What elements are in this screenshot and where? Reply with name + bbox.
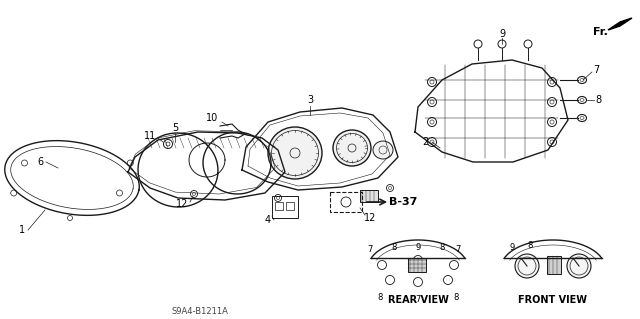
- Bar: [275, 202, 283, 210]
- Bar: [272, 196, 298, 218]
- Text: 9: 9: [509, 243, 515, 253]
- Bar: [547, 256, 561, 274]
- Bar: [360, 190, 378, 202]
- Text: 8: 8: [453, 293, 459, 301]
- Text: Fr.: Fr.: [593, 27, 607, 37]
- Text: 9: 9: [415, 243, 420, 253]
- Text: 8: 8: [527, 241, 532, 249]
- Text: 3: 3: [307, 95, 313, 105]
- Text: 10: 10: [206, 113, 218, 123]
- Text: 7: 7: [455, 246, 461, 255]
- Text: 8: 8: [378, 293, 383, 301]
- Text: 7: 7: [593, 65, 599, 75]
- Ellipse shape: [515, 254, 539, 278]
- Text: 5: 5: [172, 123, 178, 133]
- Text: 8: 8: [595, 95, 601, 105]
- Bar: [408, 258, 426, 272]
- Text: 11: 11: [144, 131, 156, 141]
- Text: 6: 6: [37, 157, 43, 167]
- Polygon shape: [608, 18, 632, 30]
- Ellipse shape: [268, 127, 322, 179]
- Text: REAR VIEW: REAR VIEW: [388, 295, 449, 305]
- Text: S9A4-B1211A: S9A4-B1211A: [172, 308, 228, 316]
- Ellipse shape: [333, 130, 371, 166]
- Text: 12: 12: [176, 199, 188, 209]
- Text: B-37: B-37: [389, 197, 417, 207]
- Text: 4: 4: [265, 215, 271, 225]
- Text: 2: 2: [422, 137, 428, 147]
- Text: FRONT VIEW: FRONT VIEW: [518, 295, 588, 305]
- Bar: [286, 202, 294, 210]
- Text: 9: 9: [499, 29, 505, 39]
- Text: 7: 7: [367, 246, 372, 255]
- Text: 8: 8: [391, 243, 397, 253]
- Text: 7: 7: [415, 294, 420, 303]
- Text: 12: 12: [364, 213, 376, 223]
- Ellipse shape: [567, 254, 591, 278]
- Text: 1: 1: [19, 225, 25, 235]
- Bar: [330, 192, 362, 212]
- Ellipse shape: [373, 141, 393, 159]
- Text: 8: 8: [439, 243, 445, 253]
